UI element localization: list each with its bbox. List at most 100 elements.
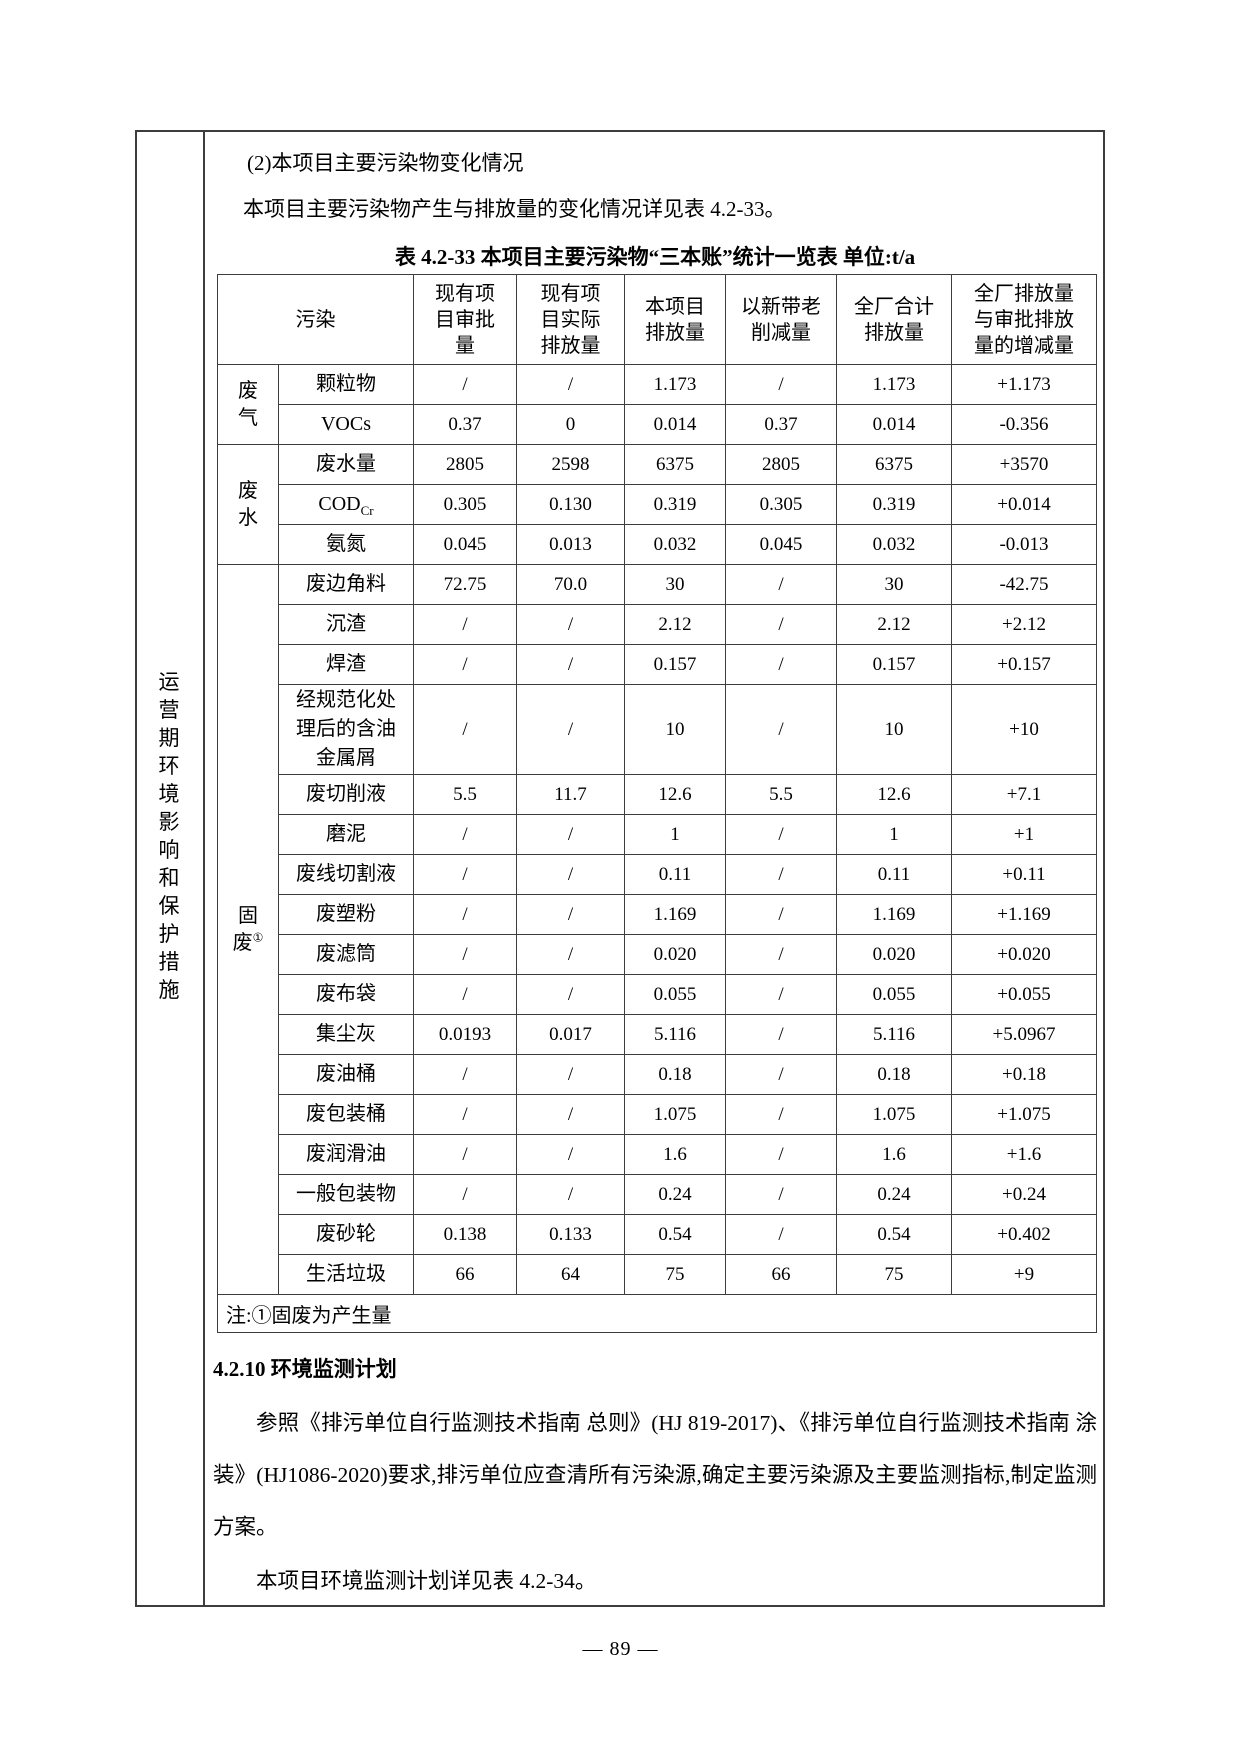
table-row: 焊渣 //0.157/0.157 +0.157: [218, 644, 1097, 685]
value-cell: 0.157: [624, 644, 726, 685]
value-cell: 2805: [413, 444, 517, 485]
table-row: 固 废① 废边角料 72.75 70.0 30/30 -42.75: [217, 564, 1097, 1295]
pollutant-name-cell: 废油桶: [278, 1054, 414, 1095]
value-cell: /: [516, 894, 625, 935]
value-cell: 0.138: [413, 1214, 517, 1255]
table-row: 废砂轮 0.138 0.133 0.54/0.54 +0.402: [218, 1214, 1097, 1255]
value-cell: 75: [836, 1254, 952, 1295]
value-cell: /: [413, 814, 517, 855]
sidebar: 运营期环境影响和保护措施: [137, 132, 205, 1605]
sub-heading: (2)本项目主要污染物变化情况: [247, 151, 524, 175]
value-cell: 2598: [516, 444, 625, 485]
value-cell: 0.18: [624, 1054, 726, 1095]
group-cell: 废 气: [217, 364, 279, 445]
value-cell: 1.6: [836, 1134, 952, 1175]
value-cell: 0.54: [624, 1214, 726, 1255]
column-header: 全厂合计 排放量: [836, 274, 952, 365]
value-cell: 11.7: [516, 774, 625, 815]
value-cell: 0.045: [725, 524, 837, 565]
value-cell: /: [413, 934, 517, 975]
value-cell: /: [413, 1174, 517, 1215]
value-cell: +0.157: [951, 644, 1097, 685]
value-cell: 0.130: [516, 484, 625, 525]
value-cell: 5.116: [624, 1014, 726, 1055]
table-row: 一般包装物 //0.24/0.24 +0.24: [218, 1174, 1097, 1215]
value-cell: /: [725, 564, 837, 605]
value-cell: 2.12: [836, 604, 952, 645]
value-cell: +1.173: [951, 364, 1097, 405]
value-cell: /: [725, 974, 837, 1015]
pollutant-name-cell: 废水量: [278, 444, 414, 485]
value-cell: 75: [624, 1254, 726, 1295]
value-cell: 30: [836, 564, 952, 605]
value-cell: /: [413, 854, 517, 895]
value-cell: 12.6: [836, 774, 952, 815]
value-cell: /: [725, 1014, 837, 1055]
value-cell: -0.356: [951, 404, 1097, 445]
value-cell: /: [725, 934, 837, 975]
table-row: 磨泥 //1/1 +1: [218, 814, 1097, 855]
value-cell: /: [725, 1174, 837, 1215]
body-paragraph: 参照《排污单位自行监测技术指南 总则》(HJ 819-2017)、《排污单位自行…: [213, 1411, 1097, 1539]
value-cell: 1.173: [836, 364, 952, 405]
value-cell: 6375: [624, 444, 726, 485]
value-cell: 0.37: [725, 404, 837, 445]
value-cell: 0.045: [413, 524, 517, 565]
value-cell: /: [516, 604, 625, 645]
value-cell: 0.319: [836, 484, 952, 525]
value-cell: /: [516, 814, 625, 855]
value-cell: 0.133: [516, 1214, 625, 1255]
value-cell: 30: [624, 564, 726, 605]
column-header: 全厂排放量 与审批排放 量的增减量: [951, 274, 1097, 365]
value-cell: +9: [951, 1254, 1097, 1295]
table-row: 废 气颗粒物 //1.173/1.173 +1.173: [217, 364, 1097, 445]
value-cell: 1: [836, 814, 952, 855]
value-cell: 0.0193: [413, 1014, 517, 1055]
table-row: 废 水废水量 2805 2598 6375 2805 6375 +3570: [217, 444, 1097, 565]
value-cell: 12.6: [624, 774, 726, 815]
value-cell: 5.5: [725, 774, 837, 815]
pollutant-name-cell: 氨氮: [278, 524, 414, 565]
value-cell: 0.24: [836, 1174, 952, 1215]
page-frame: 运营期环境影响和保护措施 (2)本项目主要污染物变化情况 本项目主要污染物产生与…: [135, 130, 1105, 1607]
pollutant-name-cell: 颗粒物: [278, 364, 414, 405]
table-row: 废线切割液 //0.11/0.11 +0.11: [218, 854, 1097, 895]
value-cell: +10: [951, 684, 1097, 775]
pollutant-name-cell: 经规范化处 理后的含油 金属屑: [278, 684, 414, 775]
body-paragraph-2: 本项目环境监测计划详见表 4.2-34。: [256, 1569, 597, 1593]
value-cell: /: [516, 364, 625, 405]
pollutant-name-cell: 废砂轮: [278, 1214, 414, 1255]
value-cell: /: [725, 894, 837, 935]
sidebar-label: 运营期环境影响和保护措施: [158, 670, 182, 1002]
table-row: 废塑粉 //1.169/1.169 +1.169: [218, 894, 1097, 935]
value-cell: 0.54: [836, 1214, 952, 1255]
table-row: 生活垃圾 66 64 75 66 75 +9: [218, 1254, 1097, 1295]
value-cell: /: [516, 854, 625, 895]
value-cell: 0.013: [516, 524, 625, 565]
value-cell: 0.24: [624, 1174, 726, 1215]
value-cell: 0.032: [836, 524, 952, 565]
table-row: 废切削液 5.5 11.7 12.6 5.5 12.6 +7.1: [218, 774, 1097, 815]
value-cell: /: [516, 974, 625, 1015]
value-cell: /: [725, 854, 837, 895]
pollutant-name-cell: 废包装桶: [278, 1094, 414, 1135]
table-head-row: 污染 现有项 目审批 量现有项 目实际 排放量 本项目 排放量 以新带老 削减量 全厂合…: [217, 274, 1097, 365]
column-header: 本项目 排放量: [624, 274, 726, 365]
value-cell: 2805: [725, 444, 837, 485]
value-cell: +5.0967: [951, 1014, 1097, 1055]
value-cell: -42.75: [951, 564, 1097, 605]
value-cell: 0.017: [516, 1014, 625, 1055]
value-cell: 5.116: [836, 1014, 952, 1055]
pollutant-name-cell: VOCs: [278, 404, 414, 445]
value-cell: +2.12: [951, 604, 1097, 645]
value-cell: /: [413, 684, 517, 775]
pollutant-name-cell: 废塑粉: [278, 894, 414, 935]
value-cell: /: [725, 1094, 837, 1135]
value-cell: 0.020: [624, 934, 726, 975]
value-cell: 66: [725, 1254, 837, 1295]
value-cell: /: [413, 604, 517, 645]
value-cell: +0.020: [951, 934, 1097, 975]
value-cell: 0.305: [725, 484, 837, 525]
pollutant-name-cell: 废润滑油: [278, 1134, 414, 1175]
table-row: 废布袋 //0.055/0.055 +0.055: [218, 974, 1097, 1015]
